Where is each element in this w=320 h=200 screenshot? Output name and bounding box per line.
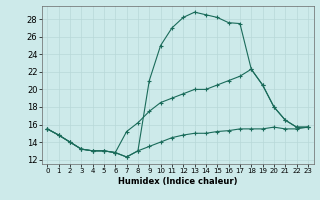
X-axis label: Humidex (Indice chaleur): Humidex (Indice chaleur) xyxy=(118,177,237,186)
